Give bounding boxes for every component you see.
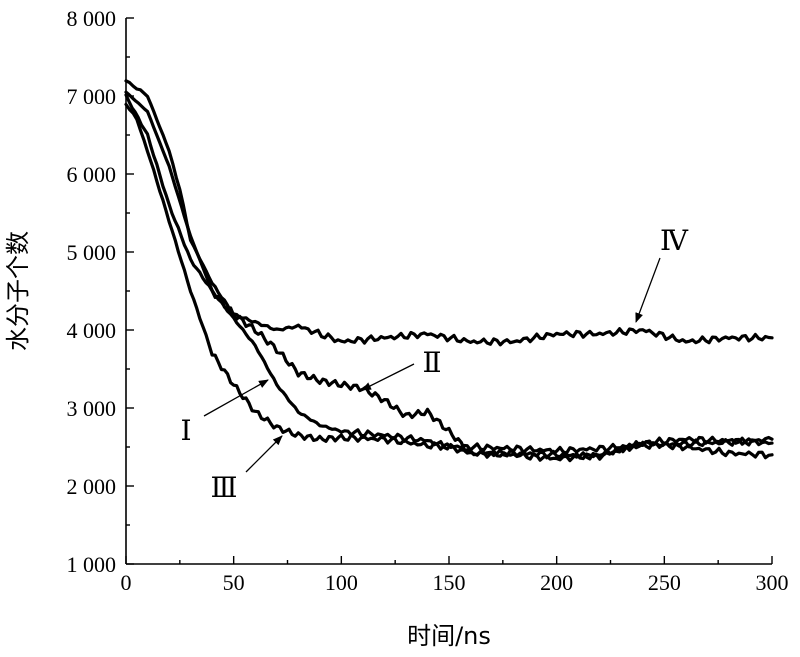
y-tick-label: 5 000	[67, 240, 117, 265]
series-label: Ⅳ	[660, 226, 689, 257]
y-tick-label: 7 000	[67, 84, 117, 109]
x-tick-label: 50	[223, 570, 245, 595]
series-pointer-arrow	[635, 257, 661, 323]
series-label: Ⅲ	[210, 473, 237, 504]
annotation-group: Ⅰ Ⅱ Ⅲ Ⅳ	[180, 226, 689, 504]
y-tick-label: 4 000	[67, 318, 117, 343]
x-tick-label: 100	[325, 570, 358, 595]
y-tick-label: 3 000	[67, 396, 117, 421]
x-tick-label: 300	[756, 570, 789, 595]
series-pointer-arrow	[361, 363, 415, 391]
y-tick-label: 2 000	[67, 474, 117, 499]
series-line-2	[124, 93, 774, 461]
series-line-4	[124, 79, 774, 347]
series-group	[124, 79, 774, 463]
y-tick-label: 1 000	[67, 552, 117, 577]
y-tick-label: 6 000	[67, 162, 117, 187]
x-tick-label: 250	[648, 570, 681, 595]
x-tick-label: 0	[121, 570, 132, 595]
series-line-1	[124, 90, 774, 463]
x-tick-label: 200	[540, 570, 573, 595]
series-label: Ⅰ	[180, 416, 191, 447]
axes: 0 50 100 150 200 250 300 1 000 2 000 3 000 4 000 5 …	[67, 6, 789, 595]
series-pointer-arrow	[203, 379, 269, 417]
series-pointer-arrow	[245, 435, 283, 473]
y-axis-title: 水分子个数	[4, 231, 32, 351]
series-line-3	[124, 102, 774, 455]
x-tick-label: 150	[433, 570, 466, 595]
x-axis-title: 时间/ns	[407, 622, 491, 650]
series-label: Ⅱ	[422, 348, 441, 379]
y-tick-label: 8 000	[67, 6, 117, 31]
